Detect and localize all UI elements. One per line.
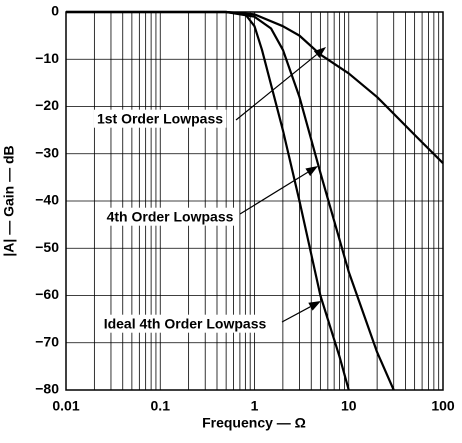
y-tick-label: −20 bbox=[35, 97, 59, 113]
legend-label: 4th Order Lowpass bbox=[107, 209, 234, 225]
y-tick-label: −60 bbox=[35, 286, 59, 302]
y-tick-label: −50 bbox=[35, 239, 59, 255]
annotation-arrow-head bbox=[305, 166, 318, 177]
annotation-arrow-head bbox=[308, 301, 321, 311]
x-tick-label: 10 bbox=[341, 398, 357, 414]
legend-label-bg bbox=[100, 314, 270, 333]
y-tick-label: −80 bbox=[35, 381, 59, 397]
y-tick-label: −30 bbox=[35, 144, 59, 160]
y-axis-label: |A| — Gain — dB bbox=[1, 145, 17, 256]
annotation-arrow-line bbox=[239, 171, 309, 215]
y-tick-label: −40 bbox=[35, 192, 59, 208]
x-tick-label: 0.01 bbox=[52, 398, 79, 414]
x-tick-label: 0.1 bbox=[151, 398, 171, 414]
annotation-arrow-head bbox=[313, 47, 326, 59]
annotation-arrow-line bbox=[281, 306, 311, 323]
x-tick-label: 1 bbox=[251, 398, 259, 414]
plot-frame bbox=[65, 11, 444, 391]
curve bbox=[66, 10, 350, 391]
x-axis-label: Frequency — Ω bbox=[202, 415, 306, 431]
legend-label: 1st Order Lowpass bbox=[97, 111, 223, 127]
x-tick-label: 100 bbox=[431, 398, 455, 414]
legend-label-bg bbox=[93, 109, 227, 128]
y-tick-label: −70 bbox=[35, 333, 59, 349]
annotation-arrow-line bbox=[235, 54, 318, 121]
legend-label-bg bbox=[103, 207, 237, 226]
legend-label: Ideal 4th Order Lowpass bbox=[104, 316, 267, 332]
y-tick-label: −10 bbox=[35, 50, 59, 66]
y-tick-label: 0 bbox=[51, 3, 59, 19]
